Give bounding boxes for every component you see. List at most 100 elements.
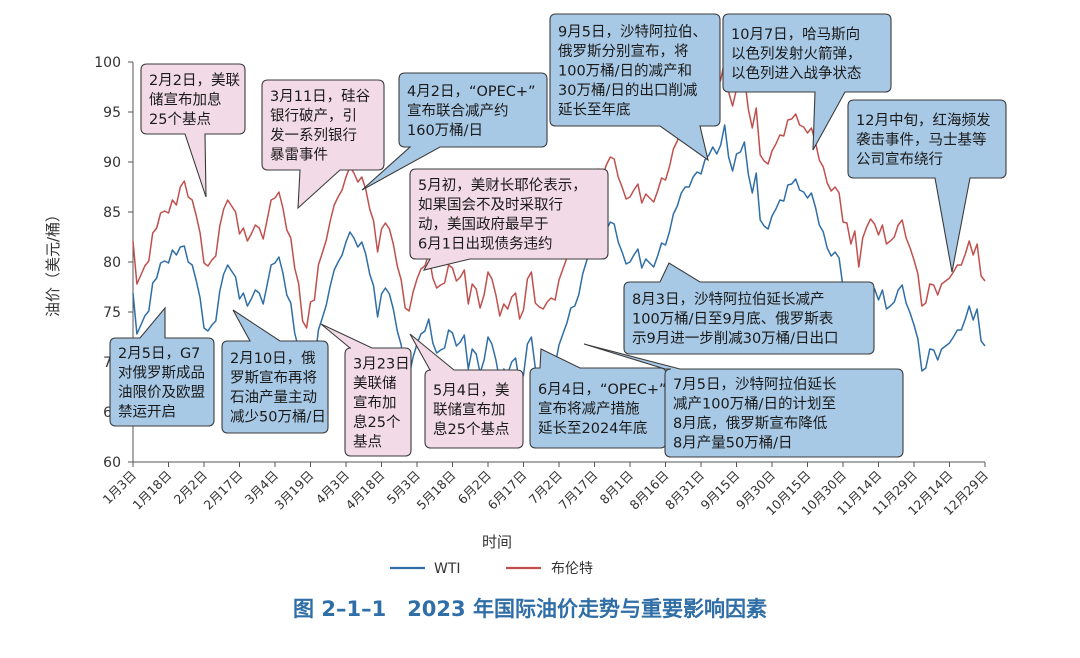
annotation-line: 25个基点 [149,111,211,128]
annotation-line: 罗斯宣布再将 [230,370,317,387]
annotation-line: 2月2日，美联 [149,72,240,89]
x-axis-label: 时间 [482,533,512,551]
annotation-line: 暴雷事件 [270,147,328,164]
annotation-line: 160万桶/日 [407,122,483,139]
y-tick-label: 75 [103,305,121,321]
annotation-line: 动，美国政府最早于 [418,216,549,233]
annotation-line: 8月底，俄罗斯宣布降低 [673,415,828,432]
annotation-line: 宣布将减产措施 [538,400,640,417]
annotation-box [140,63,246,198]
annotation-box [549,13,721,162]
annotation-box [722,13,892,151]
annotation-line: 8月3日，沙特阿拉伯延长减产 [632,291,824,308]
figure-caption: 图 2–1–1 2023 年国际油价走势与重要影响因素 [293,597,767,621]
y-tick-label: 85 [103,205,121,221]
annotation-line: 公司宣布绕行 [856,151,943,168]
annotation-line: 10月7日，哈马斯向 [731,26,860,43]
annotation-line: 油限价及欧盟 [118,384,205,401]
x-tick-label: 6月17日 [484,468,529,513]
annotation-line: 息25个 [353,414,401,431]
annotation-line: 减产100万桶/日的计划至 [673,396,836,413]
annotation-line: 7月5日，沙特阿拉伯延长 [673,376,837,393]
x-tick-label: 7月17日 [555,468,600,513]
annotation-line: 如果国会不及时采取行 [418,197,563,214]
annotation-box [261,79,385,210]
annotation-line: 100万桶/日至9月底、俄罗斯表 [632,310,834,327]
x-tick-label: 4月18日 [342,468,387,513]
y-axis-label: 油价（美元/桶） [44,207,62,317]
annotation-apr2: 4月2日，“OPEC+” 宣布联合减产约 160万桶/日 [361,72,548,191]
annotation-box [320,323,412,457]
annotation-line: 禁运开启 [118,404,176,421]
annotation-line: 对俄罗斯成品 [118,365,205,382]
y-tick-labels: 6065707580859095100 [94,55,133,471]
legend-label-wti: WTI [434,561,461,577]
annotation-line: 减少50万桶/日 [230,409,326,426]
series-line-brent [132,59,986,329]
x-tick-label: 1月18日 [129,468,174,513]
annotation-line: 3月23日 [353,356,410,372]
y-tick-label: 90 [103,155,121,171]
annotation-line: 以色列进入战争状态 [731,64,862,82]
annotation-line: 9月5日，沙特阿拉伯、 [558,23,707,40]
annotation-line: 5月初，美财长耶伦表示， [418,177,587,194]
annotation-box [409,333,524,449]
annotation-line: 延长至2024年底 [538,420,647,437]
annotation-line: 以色列发射火箭弹， [731,44,862,62]
legend: WTI 布伦特 [390,561,593,577]
annotation-line: 银行破产，引 [270,108,357,125]
annotation-line: 3月11日，硅谷 [270,88,371,105]
annotation-line: 5月4日，美 [433,382,509,399]
annotation-line: 宣布联合减产约 [407,102,509,119]
annotation-line: 石油产量主动 [230,389,317,406]
annotation-line: 基点 [353,433,382,450]
annotation-line: 联储宣布加 [433,401,506,418]
annotation-aug3: 8月3日，沙特阿拉伯延长减产 100万桶/日至9月底、俄罗斯表示9月进一步削减30… [623,262,875,355]
annotation-line: 俄罗斯分别宣布，将 [558,43,689,60]
annotation-line: 100万桶/日的减产和 [558,62,692,79]
annotation-line: 2月5日，G7 [118,346,200,362]
annotation-line: 30万桶/日的出口削减 [558,82,698,99]
annotation-line: 延长至年底 [558,101,631,118]
y-tick-label: 95 [103,105,121,121]
legend-label-brent: 布伦特 [551,561,593,577]
annotation-line: 美联储 [353,375,397,392]
annotation-box [361,72,548,191]
annotation-line: 6月1日出现债务违约 [418,236,552,253]
annotation-box [409,168,609,271]
y-tick-label: 100 [94,55,121,71]
y-tick-label: 80 [103,255,121,271]
annotation-line: 发一系列银行 [270,127,357,144]
annotation-line: 息25个基点 [433,421,509,438]
annotation-line: 12月中旬，红海频发 [856,112,990,129]
annotation-line: 袭击事件，马士基等 [856,130,987,148]
annotation-line: 示9月进一步削减30万桶/日出口 [632,330,839,347]
x-tick-label: 3月19日 [271,468,316,513]
annotation-line: 6月4日，“OPEC+” [538,382,667,398]
annotation-box [847,99,1007,273]
annotation-box [623,262,875,355]
annotation-line: 宣布加 [353,394,397,411]
annotation-line: 储宣布加息 [149,91,222,108]
y-tick-label: 60 [103,455,121,471]
annotation-box [221,309,329,434]
x-tick-label: 5月18日 [413,468,458,513]
x-tick-label: 2月17日 [200,468,245,513]
annotation-line: 8月产量50万桶/日 [673,435,793,452]
annotation-box [109,306,215,427]
annotation-box [583,343,904,458]
annotation-line: 4月2日，“OPEC+” [407,84,536,100]
annotation-sep5: 9月5日，沙特阿拉伯、俄罗斯分别宣布，将 100万桶/日的减产和 30万桶/日的出口… [549,13,721,162]
